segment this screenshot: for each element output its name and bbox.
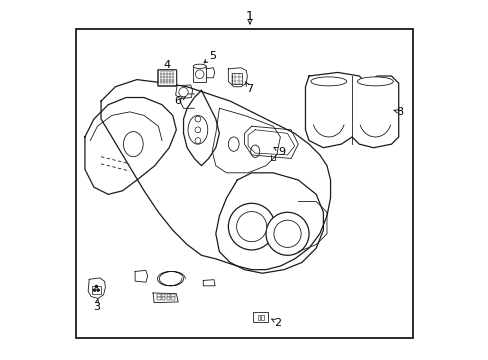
Circle shape [93, 289, 96, 291]
Text: 7: 7 [246, 84, 253, 94]
Bar [261, 315, 264, 320]
FancyBboxPatch shape [158, 70, 176, 86]
Bar [162, 294, 165, 297]
Bar [231, 73, 242, 84]
Bar [162, 297, 165, 300]
Ellipse shape [357, 77, 392, 86]
Bar [157, 297, 160, 300]
Circle shape [195, 70, 203, 78]
Bar [257, 315, 260, 320]
Circle shape [179, 87, 188, 97]
Text: 1: 1 [245, 10, 253, 23]
Bar [166, 297, 169, 300]
Text: 3: 3 [93, 302, 100, 312]
FancyBboxPatch shape [253, 312, 267, 322]
Circle shape [236, 212, 266, 242]
Text: 2: 2 [273, 318, 281, 328]
Ellipse shape [250, 145, 259, 158]
Ellipse shape [228, 137, 239, 151]
Text: 8: 8 [395, 107, 403, 117]
Circle shape [273, 220, 301, 247]
Bar [92, 286, 101, 294]
Text: 4: 4 [163, 59, 171, 69]
Circle shape [95, 285, 97, 288]
Text: 9: 9 [278, 147, 285, 157]
Bar [171, 297, 174, 300]
Circle shape [228, 203, 274, 250]
Ellipse shape [310, 77, 346, 86]
Polygon shape [153, 293, 178, 303]
Circle shape [195, 116, 201, 122]
Text: 6: 6 [174, 96, 181, 106]
Text: 5: 5 [208, 51, 215, 61]
Bar [171, 294, 174, 297]
Polygon shape [193, 66, 206, 82]
Circle shape [195, 138, 201, 143]
Circle shape [97, 289, 99, 291]
Circle shape [195, 127, 201, 133]
Ellipse shape [123, 132, 143, 157]
Ellipse shape [193, 64, 206, 68]
Circle shape [265, 212, 308, 255]
Bar [166, 294, 169, 297]
Bar [76, 30, 412, 338]
Ellipse shape [187, 116, 207, 144]
Bar [157, 294, 160, 297]
